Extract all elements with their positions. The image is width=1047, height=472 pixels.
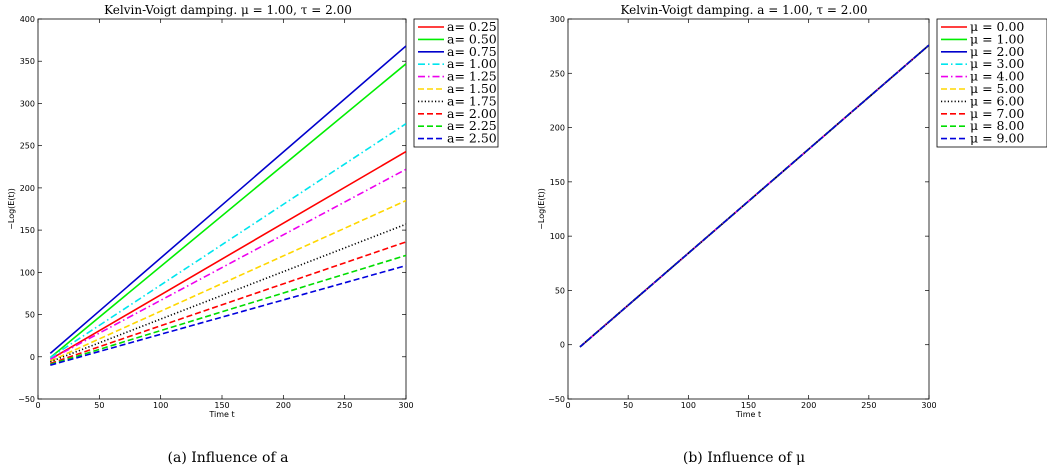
legend-label: μ = 0.00 [970,19,1024,34]
legend-label: a= 2.50 [447,131,497,146]
y-axis-label: −Log(E(t)) [537,188,546,230]
legend-label: a= 2.25 [447,118,497,133]
chart-title: Kelvin-Voigt damping. a = 1.00, τ = 2.00 [620,3,867,17]
y-tick-label: 400 [20,15,35,24]
y-axis-label: −Log(E(t)) [7,188,16,230]
y-tick-label: 200 [20,184,35,193]
figure-caption: (b) Influence of μ [683,450,805,466]
y-tick-label: −50 [18,395,35,404]
figure-caption: (a) Influence of a [168,450,289,466]
series-line-5 [49,168,406,361]
chart-panel-b: Kelvin-Voigt damping. a = 1.00, τ = 2.00… [537,3,1047,466]
legend-label: a= 2.00 [447,106,497,121]
series-group [49,45,406,366]
legend-label: a= 0.75 [447,44,497,59]
y-tick-label: 100 [550,232,565,241]
series-line-8 [50,241,406,365]
series-line-4 [49,123,406,359]
y-tick-label: 100 [20,268,35,277]
legend-label: μ = 1.00 [970,31,1024,46]
legend-label: a= 1.25 [447,69,497,84]
x-tick-label: 300 [398,401,413,410]
series-line-10 [50,264,406,366]
y-tick-label: 300 [550,15,565,24]
chart-title: Kelvin-Voigt damping. μ = 1.00, τ = 2.00 [104,3,352,17]
x-tick-label: 300 [921,401,936,410]
x-tick-label: 150 [214,401,229,410]
x-tick-label: 0 [35,401,40,410]
y-tick-label: 150 [550,178,565,187]
y-tick-label: 150 [20,226,35,235]
x-tick-label: 200 [801,401,816,410]
series-line-9 [50,254,406,366]
series-line-7 [579,44,929,348]
x-tick-label: 50 [94,401,104,410]
legend-label: μ = 9.00 [970,131,1024,146]
series-line-3 [49,45,406,355]
legend-label: a= 1.00 [447,56,497,71]
y-tick-label: 50 [555,286,565,295]
y-tick-label: 50 [25,311,35,320]
x-tick-label: 250 [337,401,352,410]
x-axis-label: Time t [735,410,761,419]
series-group [579,44,929,348]
legend-label: μ = 4.00 [970,69,1024,84]
x-tick-label: 0 [565,401,570,410]
y-tick-label: 350 [20,57,35,66]
legend: μ = 0.00μ = 1.00μ = 2.00μ = 3.00μ = 4.00… [936,18,1047,148]
y-tick-label: 300 [20,99,35,108]
legend-label: μ = 6.00 [970,93,1024,108]
x-tick-label: 250 [861,401,876,410]
series-line-1 [49,150,406,360]
legend-label: μ = 8.00 [970,118,1024,133]
legend-label: μ = 7.00 [970,106,1024,121]
x-tick-label: 200 [276,401,291,410]
x-tick-label: 100 [153,401,168,410]
series-line-7 [50,223,406,363]
legend-label: a= 0.25 [447,19,497,34]
x-tick-label: 50 [623,401,633,410]
y-tick-label: 250 [550,69,565,78]
x-tick-label: 100 [681,401,696,410]
y-tick-label: 250 [20,142,35,151]
legend-label: a= 1.50 [447,81,497,96]
legend-label: a= 1.75 [447,93,497,108]
legend-label: μ = 2.00 [970,44,1024,59]
x-axis-label: Time t [208,410,234,419]
legend-label: a= 0.50 [447,31,497,46]
x-tick-label: 150 [741,401,756,410]
series-line-10 [579,44,929,348]
legend: a= 0.25a= 0.50a= 0.75a= 1.00a= 1.25a= 1.… [413,18,499,148]
plot-area [567,18,930,400]
y-tick-label: 0 [560,341,565,350]
series-line-2 [49,63,406,359]
y-tick-label: −50 [548,395,565,404]
legend-label: μ = 5.00 [970,81,1024,96]
y-tick-label: 200 [550,124,565,133]
chart-panel-a: Kelvin-Voigt damping. μ = 1.00, τ = 2.00… [7,3,499,466]
y-tick-label: 0 [30,353,35,362]
legend-label: μ = 3.00 [970,56,1024,71]
series-line-6 [49,199,406,362]
